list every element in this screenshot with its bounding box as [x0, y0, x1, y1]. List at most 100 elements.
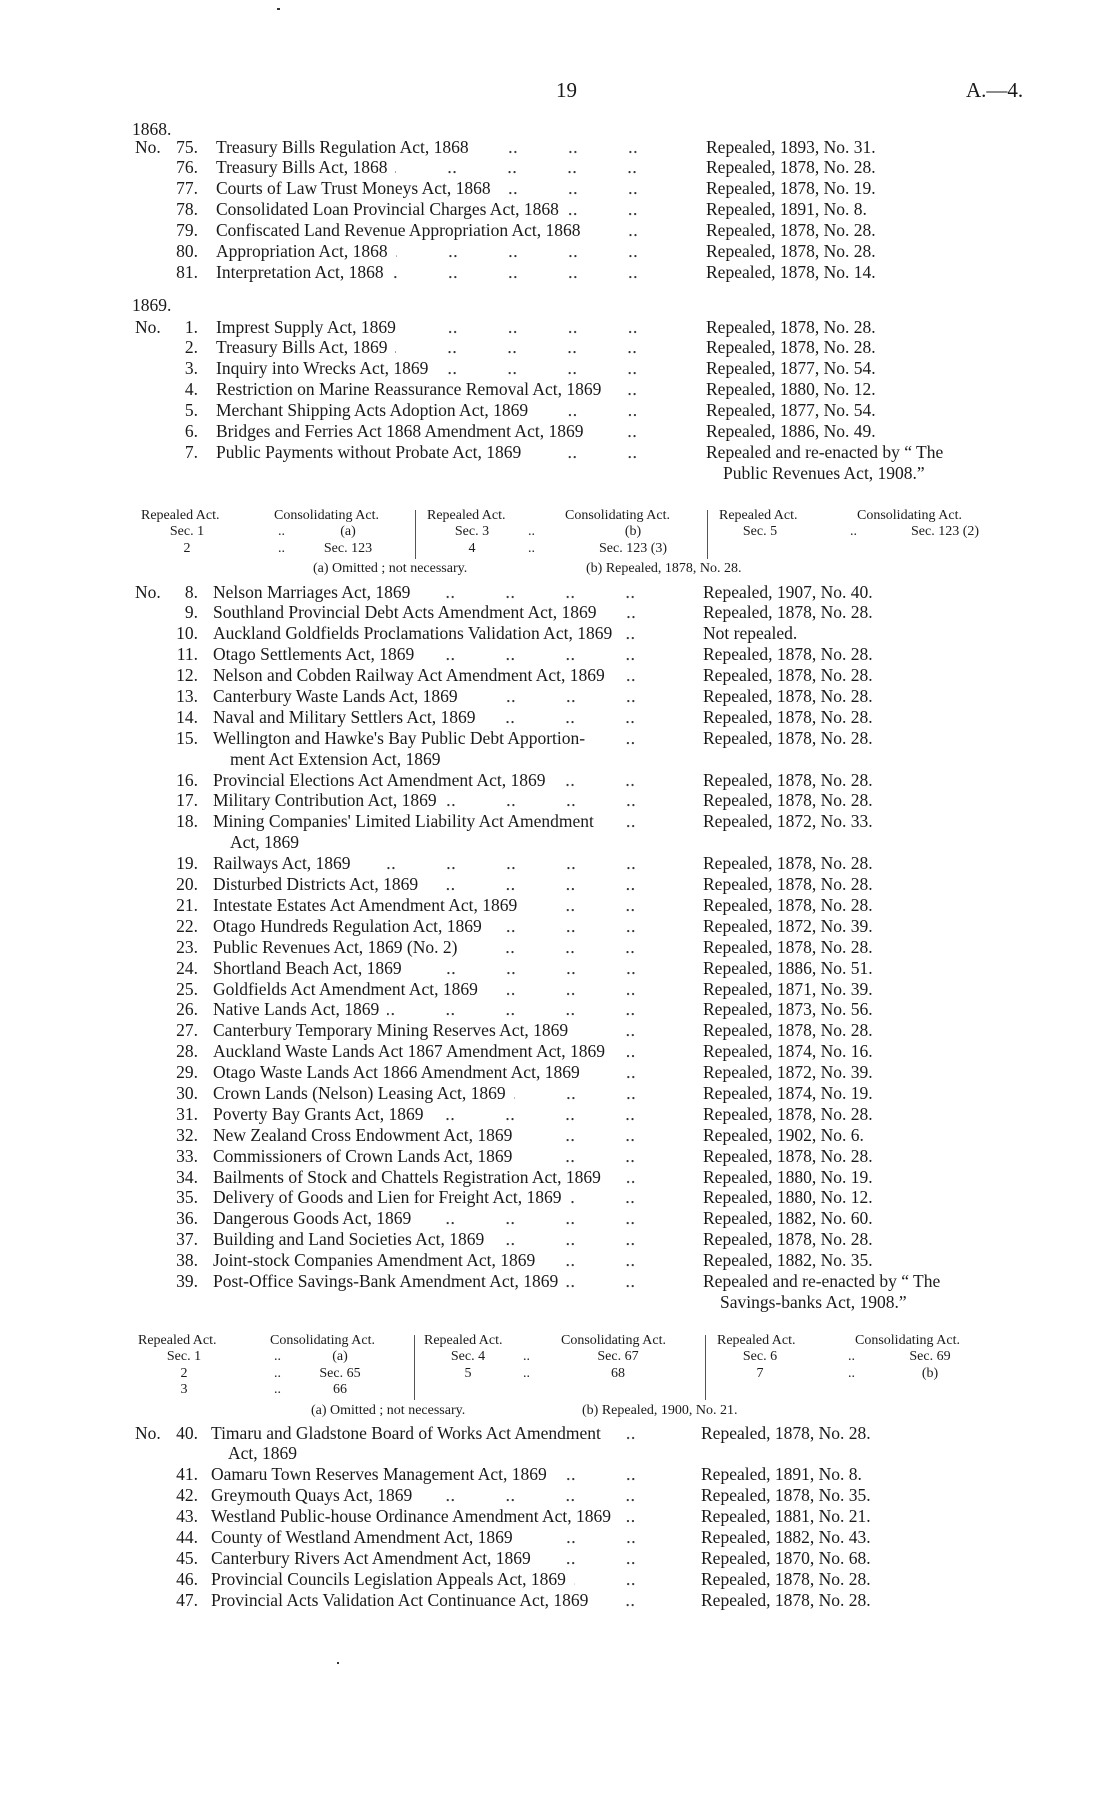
act-number: No. 40.	[130, 1423, 198, 1444]
act-title-line: Appropriation Act, 1868	[216, 241, 688, 262]
repeal-status: Repealed, 1878, No. 28.	[703, 686, 873, 706]
number-value: 12.	[176, 665, 198, 686]
act-row: 13. Canterbury Waste Lands Act, 1869 Repea…	[0, 686, 1114, 707]
repeal-status-continued: Savings-banks Act, 1908.”	[720, 1291, 907, 1312]
number-value: 81.	[176, 261, 198, 282]
repeal-status: Not repealed.	[703, 623, 798, 644]
act-row: 10. Auckland Goldfields Proclamations Val…	[0, 623, 1114, 645]
header-repealed-act: Repealed Act.	[138, 1333, 217, 1348]
act-title-line: Native Lands Act, 1869	[213, 999, 686, 1021]
number-value: 3.	[184, 358, 198, 379]
dot-leader	[492, 1229, 686, 1251]
act-title-continued: Act, 1869	[228, 1443, 298, 1464]
consolidating-section: Sec. 69	[909, 1349, 951, 1365]
number-value: 39.	[176, 1270, 198, 1291]
repeal-status: Repealed, 1880, No. 12.	[703, 1187, 873, 1208]
number-value: 80.	[176, 241, 198, 261]
dot-leader	[513, 1082, 686, 1104]
repealed-section: 3	[180, 1381, 188, 1397]
act-title-line: Provincial Acts Validation Act Continuan…	[211, 1589, 686, 1611]
section-year: 1869.	[132, 294, 172, 315]
repeal-status: Repealed, 1882, No. 60.	[703, 1208, 873, 1229]
act-title-line: Canterbury Rivers Act Amendment Act, 186…	[211, 1547, 686, 1569]
dot-leader	[403, 316, 688, 338]
act-row: 5. Merchant Shipping Acts Adoption Act, 1…	[0, 400, 1114, 421]
number-value: 23.	[176, 936, 198, 957]
page-number: 19	[556, 78, 577, 102]
number-value: 24.	[176, 957, 198, 978]
act-title: Otago Settlements Act, 1869	[213, 644, 415, 665]
number-value: 32.	[176, 1124, 198, 1145]
act-title-line: Crown Lands (Nelson) Leasing Act, 1869	[213, 1082, 686, 1104]
header-consolidating-act: Consolidating Act.	[565, 508, 670, 523]
number-value: 13.	[176, 686, 198, 706]
act-title-line: Wellington and Hawke's Bay Public Debt A…	[213, 727, 686, 749]
act-number: 11.	[130, 644, 198, 665]
repeal-status: Repealed, 1878, No. 35.	[701, 1485, 871, 1506]
dot-leader: ..	[278, 540, 285, 556]
act-row: 2. Treasury Bills Act, 1869 Repealed, 1878…	[0, 337, 1114, 359]
act-title: Restriction on Marine Reassurance Remova…	[216, 379, 602, 400]
header-repealed-act: Repealed Act.	[719, 508, 798, 523]
dot-leader	[543, 1250, 686, 1271]
act-title: Provincial Acts Validation Act Continuan…	[211, 1589, 589, 1610]
act-title-line: Interpretation Act, 1868	[216, 261, 688, 283]
repeal-status: Repealed, 1878, No. 28.	[703, 1020, 873, 1041]
act-title-line: Confiscated Land Revenue Appropriation A…	[216, 220, 688, 241]
repealed-section: Sec. 1	[166, 1349, 202, 1365]
act-row: 78. Consolidated Loan Provincial Charges …	[0, 199, 1114, 221]
header-consolidating-act: Consolidating Act.	[857, 508, 962, 523]
repeal-status: Repealed, 1878, No. 28.	[703, 874, 873, 895]
act-title: Goldfields Act Amendment Act, 1869	[213, 978, 478, 999]
number-value: 7.	[184, 441, 198, 462]
dot-leader	[520, 1145, 686, 1167]
act-number: 21.	[130, 895, 198, 916]
act-title-line: Public Payments without Probate Act, 186…	[216, 441, 688, 463]
act-title-line: Auckland Goldfields Proclamations Valida…	[213, 623, 686, 645]
number-value: 29.	[176, 1062, 198, 1083]
number-value: 77.	[176, 178, 198, 199]
act-title: Native Lands Act, 1869	[213, 999, 380, 1020]
repeal-status: Repealed, 1877, No. 54.	[706, 400, 876, 421]
act-title-line: Disturbed Districts Act, 1869	[213, 874, 686, 895]
repealed-section: Sec. 6	[742, 1349, 778, 1365]
act-title-line: Westland Public-house Ordinance Amendmen…	[211, 1506, 686, 1528]
act-row: 25. Goldfields Act Amendment Act, 1869 Rep…	[0, 978, 1114, 1000]
act-number: 2.	[130, 337, 198, 358]
act-number: 44.	[130, 1527, 198, 1548]
column-divider	[705, 1335, 706, 1401]
act-row: 35. Delivery of Goods and Lien for Freigh…	[0, 1187, 1114, 1209]
dot-leader	[566, 199, 688, 221]
act-title-line: New Zealand Cross Endowment Act, 1869	[213, 1124, 686, 1146]
act-row: 4. Restriction on Marine Reassurance Remo…	[0, 379, 1114, 401]
repeal-status: Repealed and re-enacted by “ The	[703, 1270, 941, 1291]
dot-leader	[536, 400, 688, 421]
repeal-status-continued: Public Revenues Act, 1908.”	[723, 462, 925, 483]
act-title: Building and Land Societies Act, 1869	[213, 1229, 485, 1250]
act-title: Nelson Marriages Act, 1869	[213, 581, 411, 602]
number-value: 37.	[176, 1229, 198, 1250]
act-title: Delivery of Goods and Lien for Freight A…	[213, 1187, 562, 1208]
act-title-line: Canterbury Temporary Mining Reserves Act…	[213, 1020, 686, 1042]
dot-leader: ..	[848, 1349, 855, 1365]
dot-leader	[418, 581, 686, 603]
act-number: 22.	[130, 916, 198, 937]
act-title: Mining Companies' Limited Liability Act …	[213, 811, 594, 832]
repeal-status: Repealed, 1872, No. 39.	[703, 915, 873, 936]
dot-leader	[409, 957, 686, 979]
number-value: 21.	[176, 894, 198, 915]
act-title-line: Nelson Marriages Act, 1869	[213, 581, 686, 603]
consolidating-section: 68	[611, 1365, 625, 1381]
act-row: 38. Joint-stock Companies Amendment Act, …	[0, 1250, 1114, 1271]
act-title: Crown Lands (Nelson) Leasing Act, 1869	[213, 1082, 506, 1103]
act-title-line: Otago Settlements Act, 1869	[213, 644, 686, 666]
number-value: 35.	[176, 1187, 198, 1208]
consolidating-section: (a)	[332, 1349, 348, 1365]
act-title: Treasury Bills Regulation Act, 1868	[216, 136, 469, 157]
act-row: 33. Commissioners of Crown Lands Act, 186…	[0, 1145, 1114, 1167]
act-row: No. 40. Timaru and Gladstone Board of Work…	[0, 1422, 1114, 1465]
act-title: Imprest Supply Act, 1869	[216, 316, 396, 337]
act-title: New Zealand Cross Endowment Act, 1869	[213, 1124, 513, 1145]
act-number: 81.	[130, 262, 198, 283]
dot-leader	[489, 915, 686, 937]
